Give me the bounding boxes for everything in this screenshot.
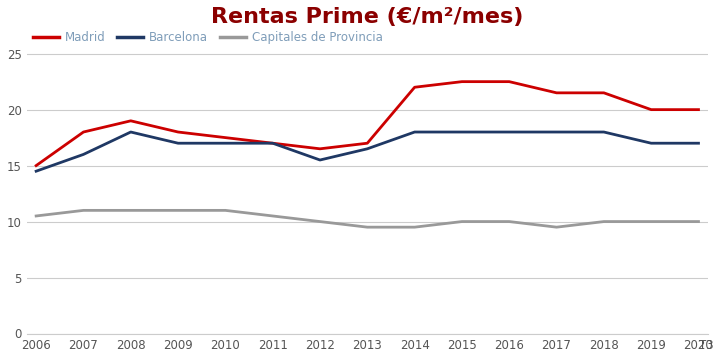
- Text: T3: T3: [699, 339, 713, 352]
- Legend: Madrid, Barcelona, Capitales de Provincia: Madrid, Barcelona, Capitales de Provinci…: [32, 31, 383, 44]
- Title: Rentas Prime (€/m²/mes): Rentas Prime (€/m²/mes): [211, 7, 523, 27]
